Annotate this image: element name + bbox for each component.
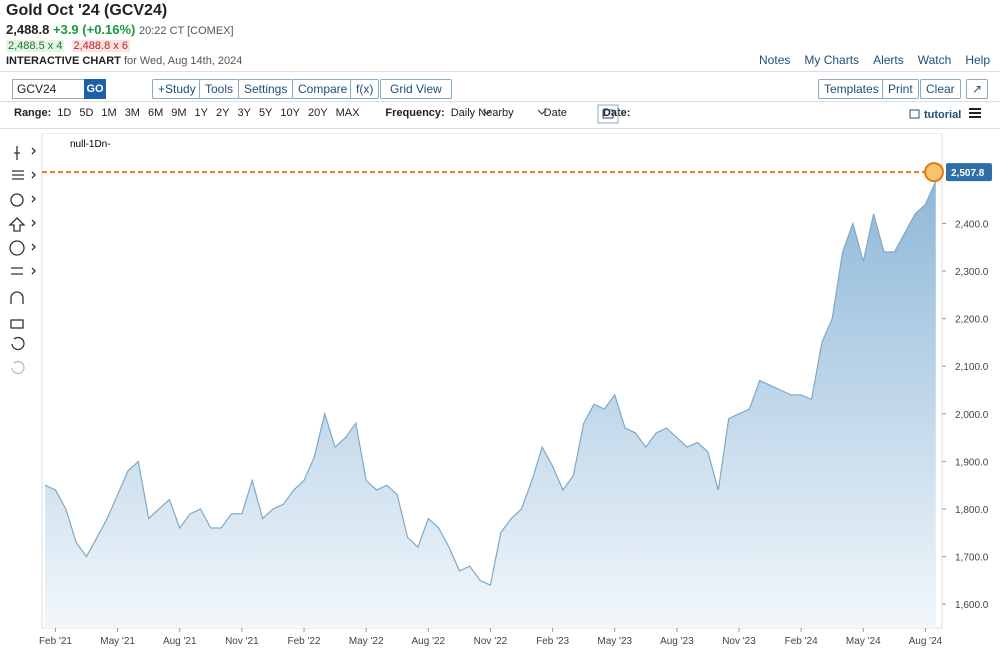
link[interactable]: Watch [917,53,952,67]
y-tick-label: 1,700.0 [955,553,989,564]
link[interactable]: My Charts [804,53,860,67]
x-tick-label: Aug '24 [909,636,943,647]
x-tick-label: Nov '23 [722,636,756,647]
range-option[interactable]: 3M [124,107,140,119]
x-tick-label: Feb '22 [288,636,321,647]
price-line [44,180,937,587]
link[interactable]: Alerts [873,53,904,67]
range-option[interactable]: 20Y [307,107,328,119]
y-tick-label: 1,900.0 [955,457,989,468]
toolbar-button[interactable]: Tools [199,79,240,99]
range-option[interactable]: 1Y [194,107,208,119]
y-tick-label: 1,800.0 [955,505,989,516]
range-label: Range: [14,107,52,119]
range-option[interactable]: 1M [101,107,117,119]
x-tick-label: Aug '22 [412,636,446,647]
x-tick-label: May '21 [100,636,135,647]
range-option[interactable]: MAX [335,107,360,119]
toolbar-button[interactable]: +Study [152,79,202,99]
icons [482,104,981,124]
y-tick-label: 2,400.0 [955,219,989,230]
toolbar-button[interactable]: Templates [818,79,885,99]
range-option[interactable]: 3Y [237,107,251,119]
range-option[interactable]: 5Y [258,107,273,119]
range-option[interactable]: 2Y [216,107,230,119]
chart-label: INTERACTIVE CHART [6,55,121,67]
range-option[interactable]: 9M [171,107,187,119]
go-button[interactable]: GO [84,79,106,99]
tutorial[interactable]: tutorial [924,109,962,121]
range-option[interactable]: 1D [57,107,72,119]
price: 2,488.8 [6,22,50,37]
change: +3.9 (+0.16%) [53,22,136,37]
toolbar-button[interactable]: Grid View [380,79,452,99]
x-tick-label: May '22 [349,636,384,647]
y-tick-label: 2,200.0 [955,315,989,326]
range-option[interactable]: 6M [147,107,164,119]
x-tick-label: Aug '23 [660,636,694,647]
toolbar-button[interactable]: Compare [292,79,354,99]
x-tick-label: Nov '22 [474,636,508,647]
ask: 2,488.8 x 6 [71,40,130,52]
x-tick-label: Feb '21 [39,636,72,647]
frequency-label: Frequency: [385,107,445,119]
x-tick-label: Feb '23 [536,636,569,647]
last-price-label: 2,507.8 [951,168,985,179]
time: 20:22 CT [COMEX] [139,25,234,37]
links: Notes My Charts Alerts Watch Help [759,53,990,67]
range-option[interactable]: 10Y [280,107,300,119]
x-tick-label: Nov '21 [225,636,259,647]
toolbar-button[interactable]: Clear [920,79,961,99]
y-tick-label: 2,300.0 [955,267,989,278]
y-tick-label: 1,600.0 [955,600,989,611]
y-tick-label: 2,000.0 [955,410,989,421]
range-option[interactable]: 5D [79,107,94,119]
title: Gold Oct '24 (GCV24) [6,2,168,19]
y-tick-label: 2,100.0 [955,362,989,373]
last-price-marker [924,162,944,183]
area-fill [45,181,936,628]
expand-button[interactable]: ↗ [966,79,988,99]
link[interactable]: Help [965,53,990,67]
legend: null-1Dn- [70,139,111,150]
date-mode[interactable]: Date [543,107,567,119]
x-tick-label: May '24 [846,636,881,647]
toolbar-button[interactable]: f(x) [350,79,380,99]
toolbar-button[interactable]: Settings [238,79,294,99]
x-tick-label: May '23 [597,636,632,647]
toolbar-button[interactable]: Print [882,79,919,99]
chart: null-1Dn- barchart 1,600.01,700.01,800.0… [39,133,992,647]
link[interactable]: Notes [759,53,791,67]
frequency[interactable]: Daily Nearby [450,107,514,119]
symbol-input[interactable]: GCV24 [12,79,86,99]
drawing-tools [8,146,36,375]
last-price-tag [946,163,992,182]
x-tick-label: Feb '24 [785,636,818,647]
bid: 2,488.5 x 4 [6,40,65,52]
chart-date: for Wed, Aug 14th, 2024 [123,55,243,67]
x-tick-label: Aug '21 [163,636,197,647]
